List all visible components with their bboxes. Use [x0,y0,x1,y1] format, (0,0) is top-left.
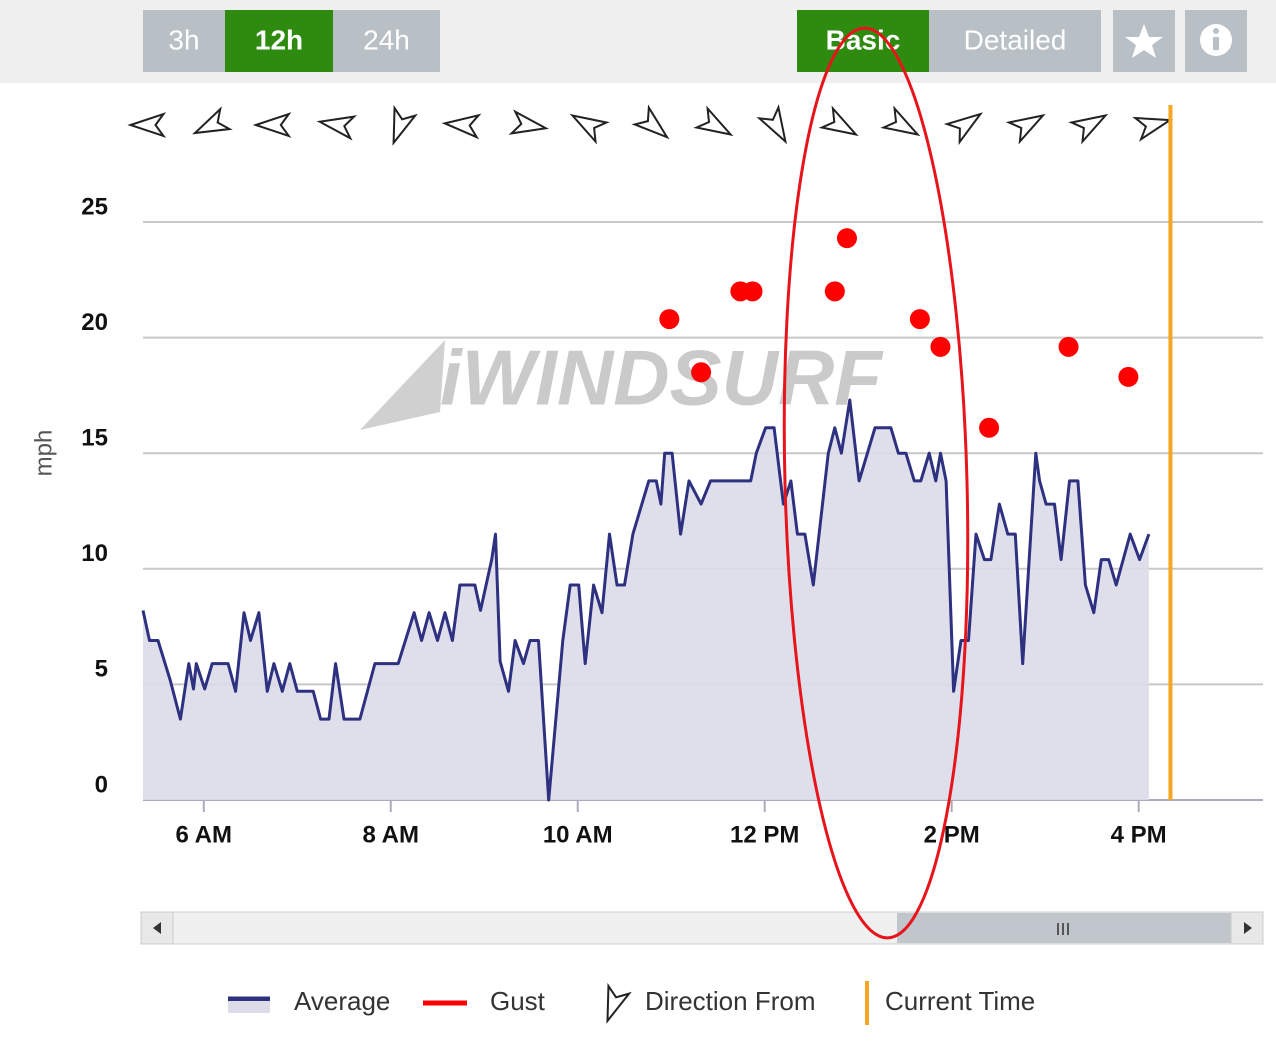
direction-arrow [943,112,983,146]
y-tick-label: 25 [81,193,108,220]
gust-point [659,309,680,330]
legend-label: Gust [490,986,546,1016]
direction-arrow [693,105,734,137]
range-button[interactable] [225,10,333,72]
watermark-sail [360,340,445,430]
direction-arrow [1068,113,1109,145]
y-tick-label: 5 [95,656,108,683]
range-button-label: 12h [255,24,303,55]
direction-arrow [192,106,233,135]
x-tick-label: 6 AM [176,821,232,848]
direction-arrow [127,112,167,138]
legend-label: Average [294,986,390,1016]
scrollbar-grip [1057,923,1069,935]
direction-arrow [880,105,921,137]
legend: Average Gust Direction From Current Time [228,981,1035,1025]
gust-point [742,281,763,302]
gust-point [909,309,930,330]
gust-point [1118,366,1139,387]
scroll-right-arrow [1244,922,1252,934]
direction-arrow [1132,116,1174,142]
direction-arrow [818,105,859,137]
gust-point [979,417,1000,438]
star-icon [1125,24,1163,58]
range-button[interactable] [143,10,225,72]
gust-point [836,228,857,249]
y-tick-label: 15 [81,425,108,452]
average-line [141,398,1151,802]
y-tick-label: 20 [81,309,108,336]
plot: iWINDSURF 0 5 10 15 20 25 6 AM 8 AM 10 AM 12 PM 2 P… [81,104,1263,848]
info-icon-bar [1213,37,1219,50]
watermark: iWINDSURF [440,334,884,422]
x-tick-label: 10 AM [543,821,613,848]
average-area [143,400,1149,800]
y-tick-label: 10 [81,540,108,567]
view-button-label: Detailed [964,24,1067,55]
legend-label: Direction From [645,986,815,1016]
x-tick-label: 12 PM [730,821,799,848]
direction-arrow [508,109,550,135]
direction-arrow [569,113,610,145]
info-icon-dot [1213,28,1219,34]
direction-arrow [252,112,292,138]
gust-point [1058,336,1079,357]
y-axis-label: mph [30,430,57,477]
range-button-label: 24h [363,24,410,55]
legend-label: Current Time [885,986,1035,1016]
direction-arrow [1005,113,1046,145]
toolbar-buttons: 3h 12h 24h Basic Detailed [143,10,1101,72]
direction-arrow [392,104,418,146]
x-tick-label: 8 AM [363,821,419,848]
direction-arrow [756,104,787,145]
annotation-ellipse [782,26,970,940]
range-button[interactable] [333,10,440,72]
scroll-left-arrow [153,922,161,934]
direction-arrow [316,115,358,141]
legend-direction-icon [606,982,632,1024]
scrollbar-thumb[interactable] [897,913,1232,943]
view-button[interactable] [929,10,1101,72]
view-button[interactable] [797,10,929,72]
range-button-label: 3h [168,24,199,55]
legend-average-area [228,1001,270,1013]
gust-point [930,336,951,357]
direction-arrow [441,113,482,140]
gust-point [824,281,845,302]
y-tick-label: 0 [95,771,108,798]
direction-arrow [631,104,670,140]
gust-point [691,362,712,383]
x-tick-label: 2 PM [924,821,980,848]
x-tick-label: 4 PM [1111,821,1167,848]
